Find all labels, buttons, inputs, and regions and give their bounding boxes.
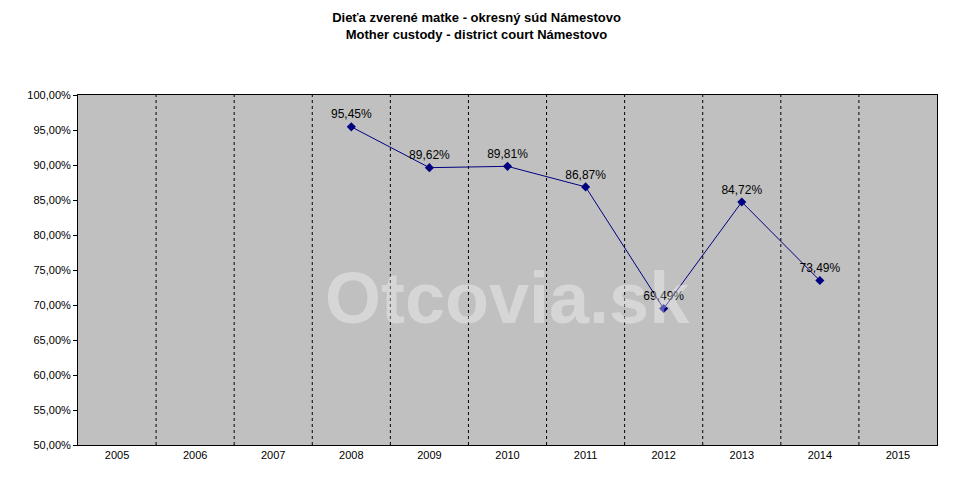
svg-text:2012: 2012 <box>651 449 675 461</box>
svg-text:80,00%: 80,00% <box>33 229 71 241</box>
svg-text:89,62%: 89,62% <box>409 148 450 162</box>
svg-text:100,00%: 100,00% <box>27 89 71 101</box>
svg-text:2014: 2014 <box>808 449 832 461</box>
svg-text:2011: 2011 <box>574 449 598 461</box>
svg-text:2005: 2005 <box>105 449 129 461</box>
svg-text:55,00%: 55,00% <box>33 404 71 416</box>
svg-text:86,87%: 86,87% <box>565 168 606 182</box>
svg-text:95,00%: 95,00% <box>33 124 71 136</box>
svg-text:89,81%: 89,81% <box>487 147 528 161</box>
svg-text:95,45%: 95,45% <box>331 107 372 121</box>
svg-text:65,00%: 65,00% <box>33 334 71 346</box>
svg-text:2007: 2007 <box>261 449 285 461</box>
svg-text:Otcovia.sk: Otcovia.sk <box>325 258 690 338</box>
svg-text:2009: 2009 <box>417 449 441 461</box>
svg-text:60,00%: 60,00% <box>33 369 71 381</box>
svg-text:2015: 2015 <box>886 449 910 461</box>
svg-text:90,00%: 90,00% <box>33 159 71 171</box>
svg-text:75,00%: 75,00% <box>33 264 71 276</box>
svg-text:73,49%: 73,49% <box>800 261 841 275</box>
svg-text:50,00%: 50,00% <box>33 439 71 451</box>
svg-text:70,00%: 70,00% <box>33 299 71 311</box>
svg-text:84,72%: 84,72% <box>721 183 762 197</box>
svg-text:69,49%: 69,49% <box>643 289 684 303</box>
svg-text:85,00%: 85,00% <box>33 194 71 206</box>
svg-text:Dieťa zverené matke - okresný: Dieťa zverené matke - okresný súd Námest… <box>332 10 621 42</box>
svg-text:2008: 2008 <box>339 449 363 461</box>
svg-text:2010: 2010 <box>495 449 519 461</box>
svg-text:2006: 2006 <box>183 449 207 461</box>
svg-text:2013: 2013 <box>730 449 754 461</box>
